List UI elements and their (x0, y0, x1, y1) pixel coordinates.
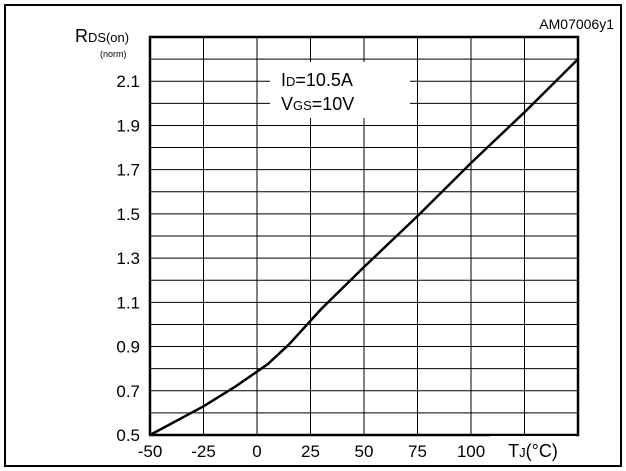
y-axis-label: RDS(on) (75, 26, 129, 46)
y-tick-labels: 0.5 0.7 0.9 1.1 1.3 1.5 1.7 1.9 2.1 (116, 72, 140, 445)
annotation-voltage: VGS=10V (281, 94, 354, 114)
figure-border (4, 4, 622, 467)
y-tick-label: 1.3 (116, 249, 140, 268)
x-tick-label: -50 (138, 442, 163, 461)
x-axis-label-background (490, 436, 576, 464)
y-tick-label: 0.5 (116, 426, 140, 445)
x-tick-labels: -50 -25 0 25 50 75 100 (138, 442, 485, 461)
plot-area (148, 35, 580, 437)
y-tick-label: 1.9 (116, 116, 140, 135)
x-tick-label: -25 (191, 442, 216, 461)
x-tick-label: 25 (301, 442, 320, 461)
x-axis-label: TJ(°C) (508, 441, 558, 461)
y-axis-unit: (norm) (100, 49, 127, 59)
y-tick-label: 1.5 (116, 205, 140, 224)
y-tick-label: 2.1 (116, 72, 140, 91)
y-tick-label: 0.9 (116, 338, 140, 357)
x-tick-label: 50 (355, 442, 374, 461)
x-tick-label: 0 (252, 442, 261, 461)
figure-id: AM07006y1 (539, 16, 614, 32)
annotation-background (270, 62, 410, 118)
annotation-current: ID=10.5A (281, 70, 353, 90)
rds-on-curve (149, 58, 579, 437)
y-tick-label: 1.1 (116, 293, 140, 312)
x-tick-label: 100 (457, 442, 485, 461)
y-tick-label: 1.7 (116, 161, 140, 180)
y-tick-label: 0.7 (116, 382, 140, 401)
x-tick-label: 75 (408, 442, 427, 461)
